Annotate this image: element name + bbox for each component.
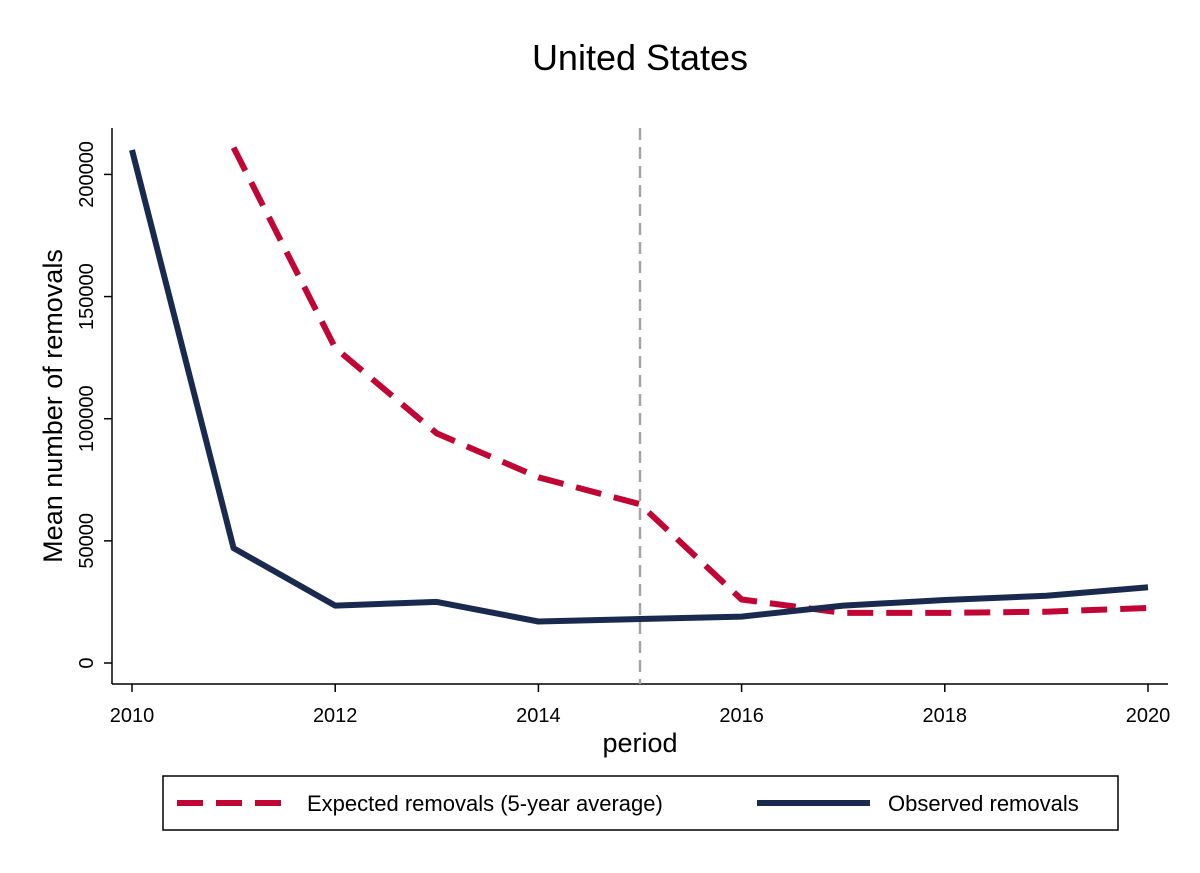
x-tick-label: 2018 bbox=[923, 705, 968, 727]
legend-label-observed: Observed removals bbox=[888, 791, 1079, 816]
x-tick-label: 2012 bbox=[313, 705, 358, 727]
y-tick-label: 100000 bbox=[76, 385, 98, 452]
x-tick-label: 2010 bbox=[110, 705, 155, 727]
x-axis-title: period bbox=[602, 728, 677, 758]
y-tick-label: 200000 bbox=[76, 141, 98, 208]
x-tick-label: 2016 bbox=[719, 705, 764, 727]
legend: Expected removals (5-year average) Obser… bbox=[162, 775, 1119, 831]
legend-label-expected: Expected removals (5-year average) bbox=[307, 791, 663, 816]
x-tick-label: 2014 bbox=[516, 705, 561, 727]
legend-box bbox=[162, 775, 1119, 831]
x-ticks: 2010 2012 2014 2016 2018 2020 bbox=[110, 684, 1171, 727]
y-tick-label: 150000 bbox=[76, 263, 98, 330]
series-line-expected bbox=[230, 146, 1149, 616]
chart-title: United States bbox=[532, 37, 748, 78]
y-tick-label: 0 bbox=[76, 657, 98, 668]
y-axis-title: Mean number of removals bbox=[38, 249, 68, 563]
y-tick-label: 50000 bbox=[76, 513, 98, 569]
series-line-observed bbox=[129, 149, 1149, 625]
x-tick-label: 2020 bbox=[1126, 705, 1171, 727]
y-ticks: 0 50000 100000 150000 200000 bbox=[76, 141, 112, 669]
series-layer bbox=[129, 146, 1149, 625]
